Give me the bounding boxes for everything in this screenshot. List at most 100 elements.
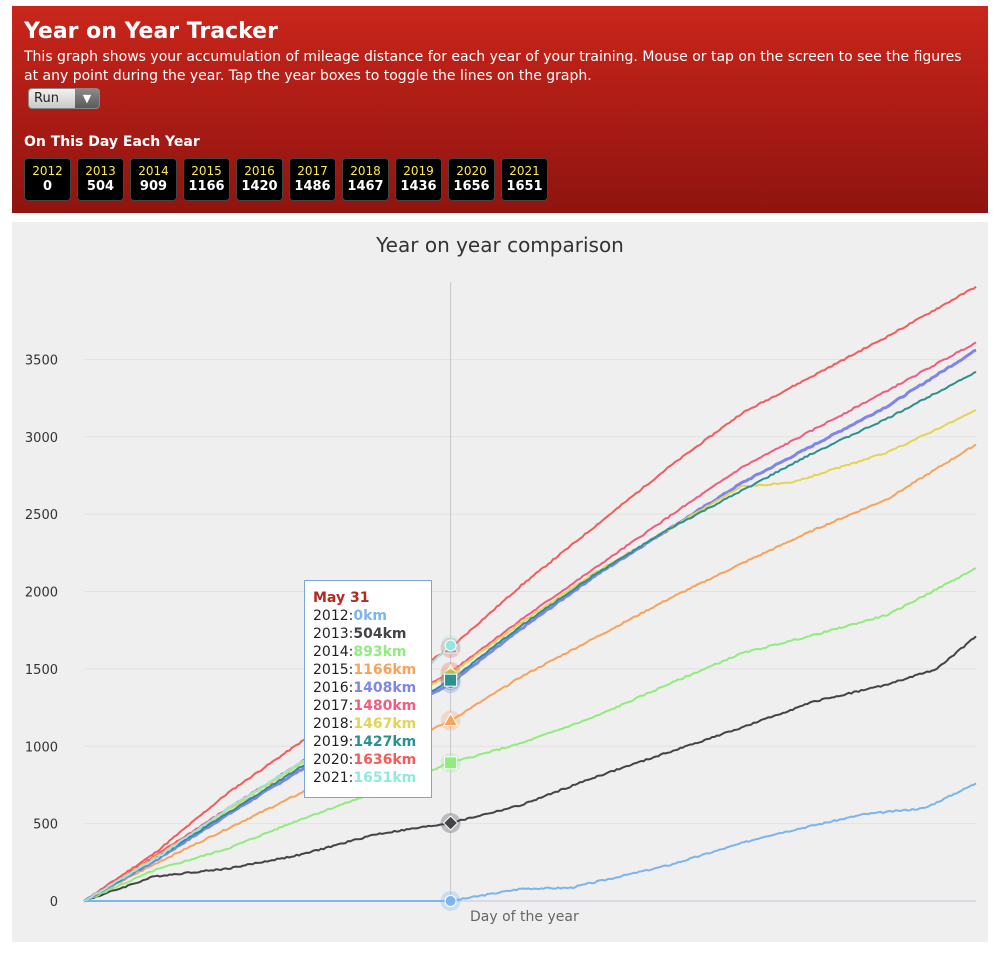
tooltip-row-year: 2015 — [313, 662, 349, 678]
chevron-down-icon: ▼ — [75, 89, 99, 108]
year-box-year: 2015 — [191, 164, 222, 178]
year-box-value: 1651 — [506, 179, 543, 194]
tooltip-row-2019: 2019:1427km — [313, 734, 417, 750]
year-box-2016[interactable]: 2016 1420 — [236, 158, 283, 201]
tooltip-row-2015: 2015:1166km — [313, 662, 417, 678]
year-box-2015[interactable]: 2015 1166 — [183, 158, 230, 201]
on-this-day-title: On This Day Each Year — [24, 134, 200, 150]
series-line-2015[interactable] — [83, 443, 977, 902]
crosshair-marker-2014 — [440, 752, 461, 773]
year-box-value: 1486 — [294, 179, 331, 194]
year-box-2017[interactable]: 2017 1486 — [289, 158, 336, 201]
year-box-value: 1166 — [188, 179, 225, 194]
year-box-2021[interactable]: 2021 1651 — [501, 158, 548, 201]
year-box-2019[interactable]: 2019 1436 — [395, 158, 442, 201]
page-description: This graph shows your accumulation of mi… — [24, 49, 962, 84]
year-comparison-chart[interactable]: Year on year comparison 0 500 1000 1500 2000… — [12, 222, 988, 942]
tooltip-row-year: 2017 — [313, 698, 349, 714]
y-tick-label: 3500 — [25, 353, 58, 368]
tooltip-row-value: 1467km — [353, 716, 417, 732]
year-box-year: 2017 — [297, 164, 328, 178]
year-box-list: 2012 0 2013 504 2014 909 2015 1166 2016 1420 2017 1… — [24, 158, 548, 201]
year-box-year: 2019 — [403, 164, 434, 178]
year-box-value: 909 — [139, 179, 168, 194]
chart-panel[interactable]: Year on year comparison 0 500 1000 1500 2000… — [12, 222, 988, 942]
tooltip-date: May 31 — [313, 590, 370, 606]
chart-tooltip: May 31 2012:0km 2013:504km 2014:893km 2015:… — [304, 580, 432, 798]
tooltip-row-2013: 2013:504km — [313, 626, 407, 642]
year-box-2014[interactable]: 2014 909 — [130, 158, 177, 201]
y-tick-label: 500 — [33, 818, 58, 833]
tooltip-row-value: 1166km — [353, 662, 417, 678]
year-box-year: 2013 — [85, 164, 116, 178]
tooltip-row-value: 504km — [353, 626, 407, 642]
tooltip-row-value: 893km — [353, 644, 407, 660]
tooltip-row-year: 2016 — [313, 680, 349, 696]
tooltip-row-value: 1636km — [353, 752, 417, 768]
crosshair-marker-2015 — [440, 710, 461, 731]
tooltip-row-year: 2014 — [313, 644, 349, 660]
tooltip-rows: 2012:0km 2013:504km 2014:893km 2015:1166km 2… — [313, 607, 423, 787]
y-tick-label: 2000 — [25, 586, 58, 601]
y-tick-label: 3000 — [25, 431, 58, 446]
year-box-value: 1467 — [347, 179, 384, 194]
crosshair-marker-2019 — [440, 670, 461, 691]
tooltip-row-2016: 2016:1408km — [313, 680, 417, 696]
tooltip-row-2021: 2021:1651km — [313, 770, 417, 786]
tooltip-row-value: 1408km — [353, 680, 417, 696]
year-box-2012[interactable]: 2012 0 — [24, 158, 71, 201]
chart-title: Year on year comparison — [375, 233, 624, 257]
activity-select[interactable]: Run ▼ — [28, 88, 100, 109]
series-line-2019[interactable] — [83, 370, 977, 902]
series-line-2020[interactable] — [83, 285, 977, 902]
series-line-2016[interactable] — [83, 348, 977, 903]
crosshair-marker-2012 — [440, 891, 461, 911]
series-line-2018[interactable] — [83, 409, 977, 902]
y-axis-ticks: 0 500 1000 1500 2000 2500 3000 3500 — [25, 353, 58, 910]
tooltip-row-value: 0km — [353, 608, 387, 624]
year-box-value: 504 — [86, 179, 115, 194]
year-box-value: 1420 — [241, 179, 278, 194]
x-axis-label: Day of the year — [470, 909, 579, 925]
page-title: Year on Year Tracker — [24, 19, 278, 44]
tooltip-row-year: 2013 — [313, 626, 349, 642]
tooltip-row-year: 2021 — [313, 770, 349, 786]
year-box-2018[interactable]: 2018 1467 — [342, 158, 389, 201]
series-line-2014[interactable] — [83, 567, 977, 902]
year-box-2020[interactable]: 2020 1656 — [448, 158, 495, 201]
year-box-year: 2021 — [509, 164, 540, 178]
crosshair-marker-2013 — [440, 813, 461, 834]
tooltip-row-year: 2019 — [313, 734, 349, 750]
tooltip-row-value: 1651km — [353, 770, 417, 786]
tooltip-row-year: 2020 — [313, 752, 349, 768]
year-box-value: 0 — [42, 179, 53, 194]
year-box-value: 1656 — [453, 179, 490, 194]
tracker-header: Year on Year Tracker This graph shows yo… — [12, 6, 988, 213]
crosshair-marker-2021 — [440, 635, 461, 656]
tooltip-row-2017: 2017:1480km — [313, 698, 417, 714]
y-tick-label: 0 — [50, 895, 58, 910]
year-box-2013[interactable]: 2013 504 — [77, 158, 124, 201]
crosshair-markers — [440, 635, 461, 911]
activity-select-value: Run — [34, 91, 59, 106]
year-box-value: 1436 — [400, 179, 437, 194]
y-tick-label: 1000 — [25, 740, 58, 755]
tooltip-row-2012: 2012:0km — [313, 608, 387, 624]
tooltip-row-year: 2012 — [313, 608, 349, 624]
tooltip-row-2020: 2020:1636km — [313, 752, 417, 768]
tooltip-row-value: 1480km — [353, 698, 417, 714]
series-line-2013[interactable] — [83, 635, 977, 902]
tooltip-row-2014: 2014:893km — [313, 644, 407, 660]
year-box-year: 2018 — [350, 164, 381, 178]
chart-grid — [84, 358, 976, 902]
tooltip-row-value: 1427km — [353, 734, 417, 750]
tooltip-row-2018: 2018:1467km — [313, 716, 417, 732]
series-line-2012[interactable] — [84, 782, 977, 902]
series-lines — [83, 285, 977, 903]
y-tick-label: 2500 — [25, 508, 58, 523]
tooltip-row-year: 2018 — [313, 716, 349, 732]
year-box-year: 2020 — [456, 164, 487, 178]
year-box-year: 2016 — [244, 164, 275, 178]
year-box-year: 2014 — [138, 164, 169, 178]
y-tick-label: 1500 — [25, 663, 58, 678]
